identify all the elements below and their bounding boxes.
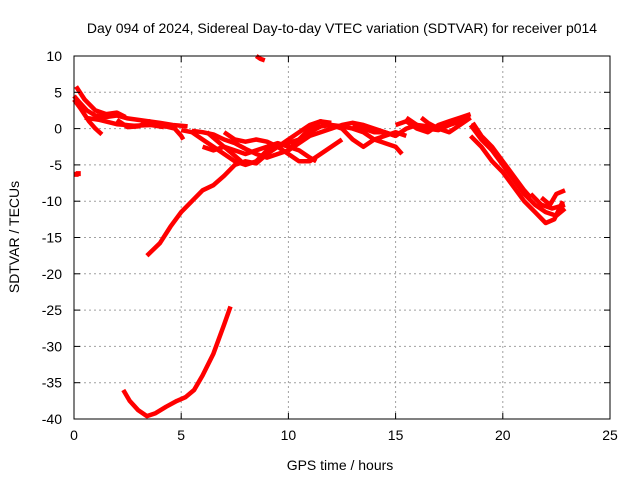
y-tick-label: -35 (42, 375, 62, 391)
x-tick-label: 20 (495, 427, 511, 443)
series-arc-5 (115, 118, 186, 141)
y-tick-label: -40 (42, 411, 62, 427)
y-tick-label: 5 (54, 84, 62, 100)
y-tick-label: -10 (42, 193, 62, 209)
x-tick-label: 5 (177, 427, 185, 443)
series-arc-22 (121, 305, 233, 419)
series-arc-7 (180, 119, 332, 168)
y-tick-label: -15 (42, 230, 62, 246)
series-arc-2 (72, 98, 104, 137)
series-arc-10 (205, 130, 243, 164)
series-arc-12 (286, 119, 408, 152)
series-arc-16 (419, 115, 472, 135)
x-axis-label: GPS time / hours (287, 457, 394, 473)
axis-ticks (73, 55, 611, 420)
x-tick-label: 10 (281, 427, 297, 443)
y-tick-label: -20 (42, 266, 62, 282)
series-arc-19 (470, 121, 533, 200)
x-tick-label: 0 (70, 427, 78, 443)
series-arc-20 (539, 188, 566, 208)
x-tick-label: 15 (388, 427, 404, 443)
y-axis-label: SDTVAR / TECUs (6, 181, 22, 293)
series-arc-21 (529, 192, 566, 211)
series-arc-1 (72, 94, 188, 129)
chart-title: Day 094 of 2024, Sidereal Day-to-day VTE… (87, 20, 597, 36)
data-point (75, 171, 81, 177)
y-tick-label: -25 (42, 302, 62, 318)
series-arc-18 (469, 134, 565, 226)
x-tick-label: 25 (602, 427, 618, 443)
series-arc-11 (222, 130, 344, 164)
series-arc-23 (254, 54, 266, 63)
series-arc-3 (74, 85, 127, 120)
y-tick-label: 10 (46, 48, 62, 64)
grid-lines (74, 56, 610, 419)
y-tick-label: -30 (42, 338, 62, 354)
x-tick-labels: 0 5 10 15 20 25 (70, 427, 618, 443)
data-traces (72, 54, 567, 419)
y-tick-label: -5 (50, 157, 63, 173)
y-tick-label: 0 (54, 121, 62, 137)
y-tick-labels: -40 -35 -30 -25 -20 -15 -10 -5 0 5 10 (42, 48, 62, 427)
